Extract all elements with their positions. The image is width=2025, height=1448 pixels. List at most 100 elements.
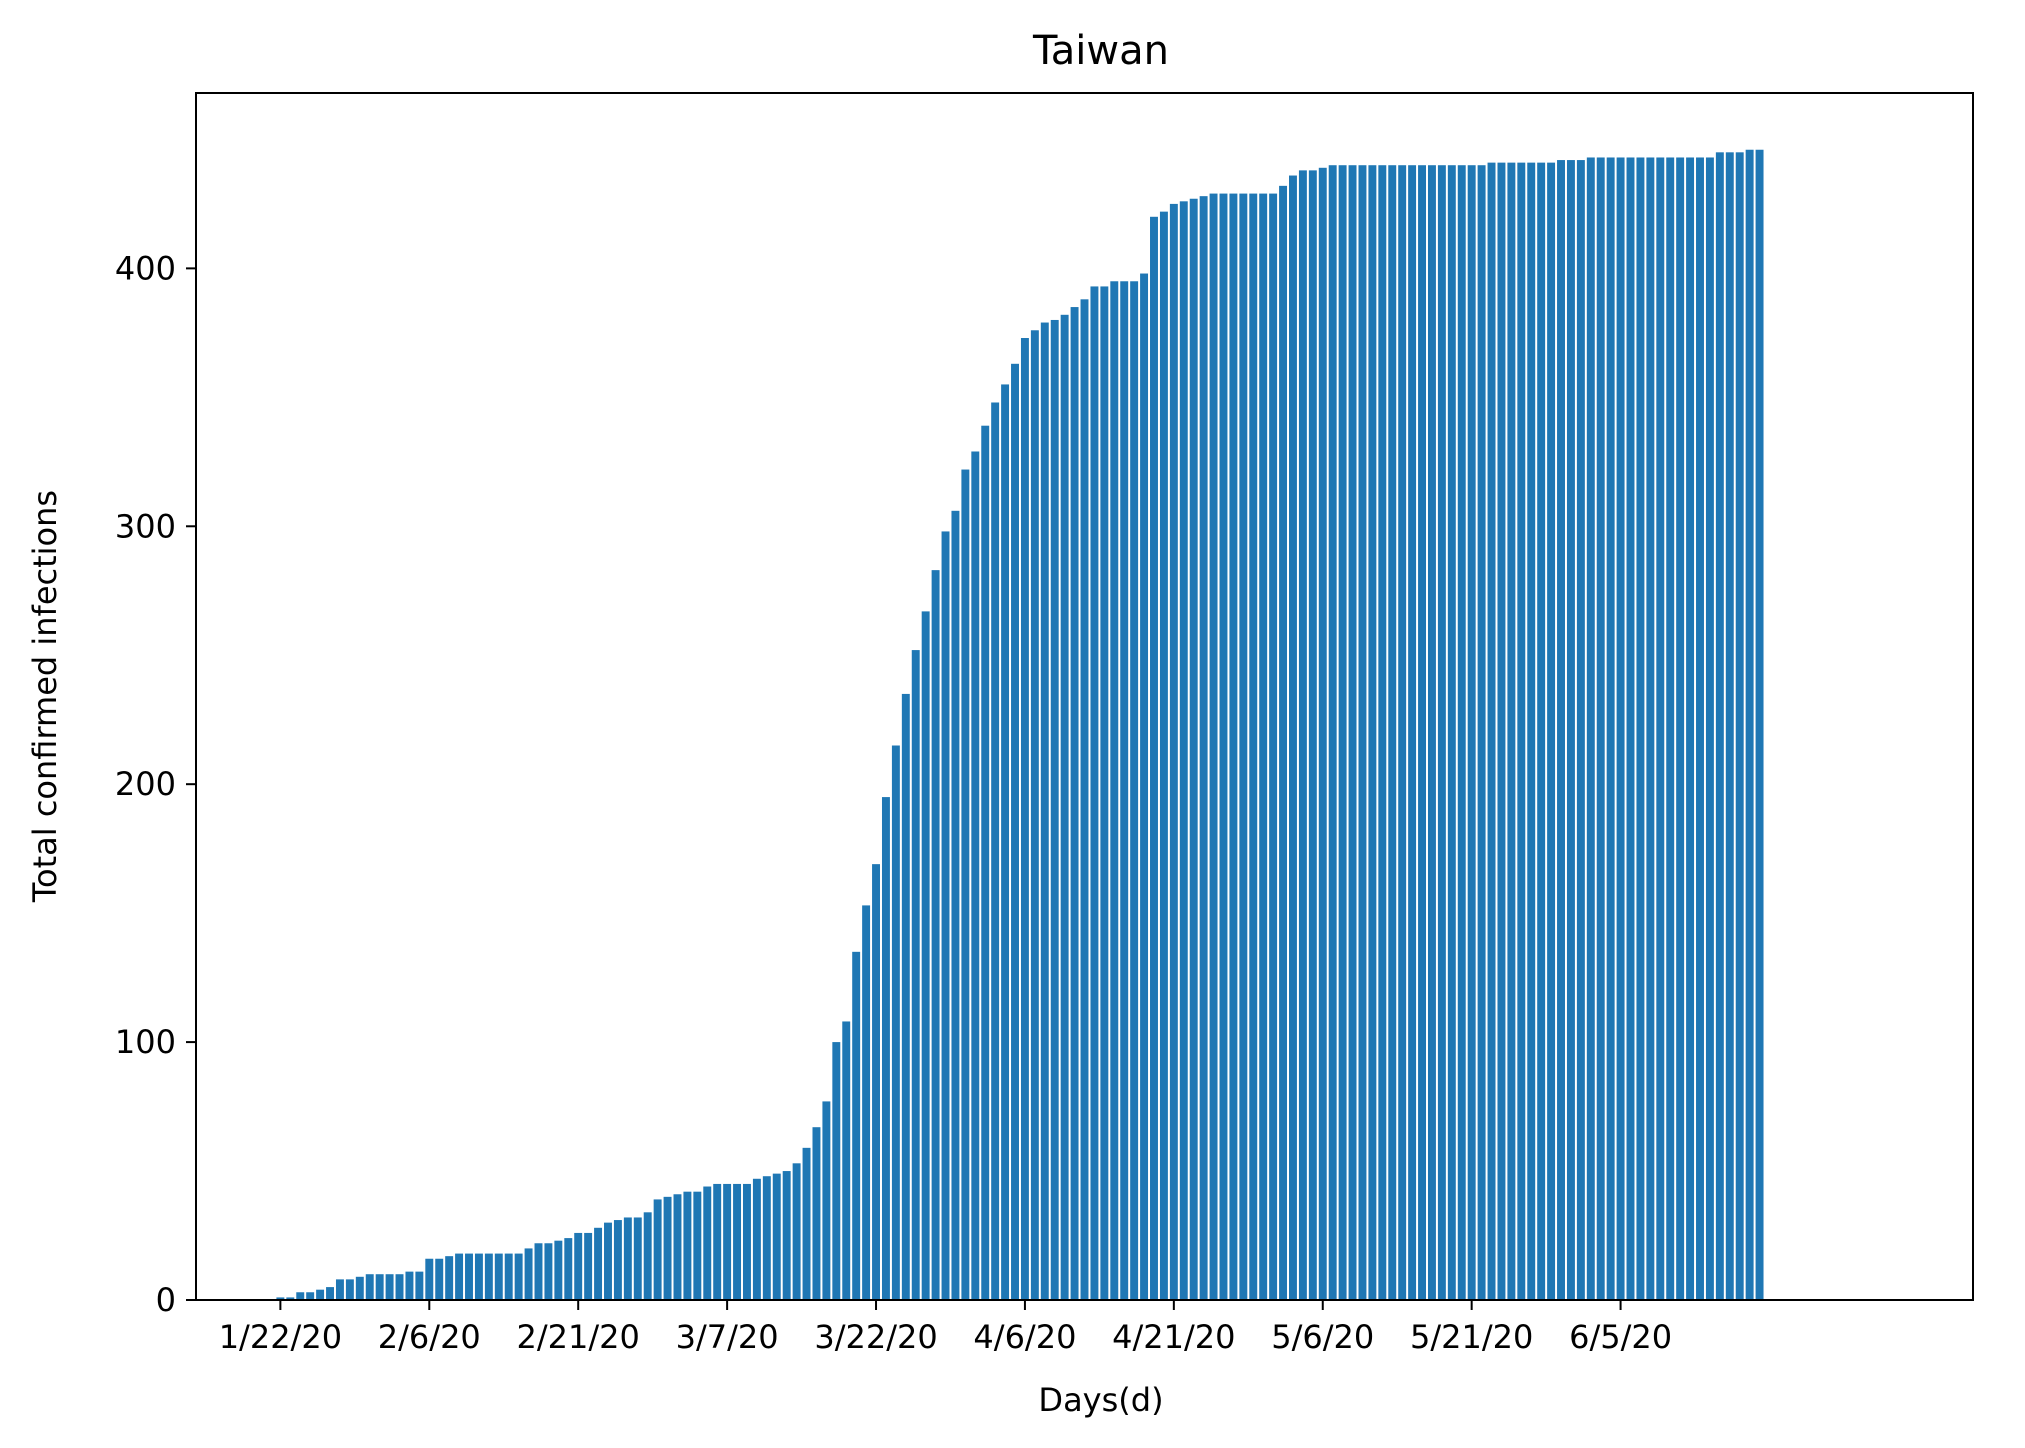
- bar: [1557, 160, 1565, 1300]
- bar: [1576, 160, 1585, 1300]
- bar: [991, 402, 1000, 1300]
- bar: [1100, 286, 1109, 1300]
- bar: [1110, 281, 1119, 1300]
- bar: [832, 1042, 841, 1300]
- bar: [1179, 201, 1188, 1300]
- bar: [1001, 384, 1010, 1300]
- bar: [961, 469, 970, 1300]
- bar: [881, 797, 890, 1300]
- bar: [484, 1253, 493, 1300]
- bar: [613, 1220, 622, 1300]
- x-tick-label: 1/22/20: [219, 1318, 342, 1356]
- bar: [1735, 152, 1744, 1300]
- bar: [772, 1173, 781, 1300]
- bar: [355, 1276, 364, 1300]
- bar: [1527, 162, 1536, 1300]
- bar: [365, 1274, 374, 1300]
- bar: [1120, 281, 1129, 1300]
- bar: [1636, 157, 1645, 1301]
- bar: [1020, 338, 1029, 1300]
- y-tick-label: 100: [115, 1023, 176, 1061]
- bar: [1725, 152, 1734, 1300]
- bar: [1219, 193, 1228, 1301]
- bar: [683, 1191, 692, 1300]
- bar: [1517, 162, 1526, 1300]
- bar: [951, 510, 960, 1300]
- bar: [1566, 160, 1575, 1300]
- y-tick-label: 0: [156, 1281, 176, 1319]
- bar: [276, 1297, 285, 1300]
- bar: [524, 1248, 533, 1300]
- bar: [435, 1258, 444, 1300]
- bar: [1487, 162, 1496, 1300]
- bar: [395, 1274, 404, 1300]
- bar: [504, 1253, 513, 1300]
- bar: [762, 1176, 771, 1300]
- bar: [1249, 193, 1258, 1301]
- bar: [1398, 165, 1407, 1301]
- bar: [385, 1274, 394, 1300]
- bar: [1715, 152, 1724, 1300]
- bar: [842, 1021, 851, 1300]
- bar: [1547, 162, 1556, 1300]
- x-tick-label: 2/6/20: [378, 1318, 481, 1356]
- x-tick-label: 6/5/20: [1569, 1318, 1672, 1356]
- bar: [1159, 211, 1168, 1300]
- bar: [584, 1232, 593, 1300]
- bar: [1269, 193, 1278, 1301]
- bar: [1060, 314, 1069, 1300]
- bar: [643, 1212, 652, 1300]
- bar: [1497, 162, 1506, 1300]
- bar: [326, 1287, 334, 1300]
- bar: [594, 1227, 603, 1300]
- x-tick-label: 4/6/20: [973, 1318, 1076, 1356]
- bar: [1011, 363, 1019, 1300]
- bar: [1378, 165, 1387, 1301]
- bar: [1080, 299, 1089, 1300]
- bar: [911, 650, 920, 1300]
- x-axis-label: Days(d): [1038, 1381, 1163, 1419]
- bar: [1189, 198, 1198, 1301]
- bar: [1368, 165, 1377, 1301]
- bar: [1596, 157, 1605, 1301]
- bar: [1130, 281, 1139, 1300]
- bar: [514, 1253, 523, 1300]
- bar: [1348, 165, 1357, 1301]
- bar: [812, 1127, 821, 1300]
- bar: [1050, 319, 1059, 1301]
- bar: [1199, 196, 1208, 1300]
- bar: [494, 1253, 503, 1300]
- bar: [604, 1222, 612, 1300]
- bar: [1755, 149, 1764, 1301]
- bar: [782, 1171, 791, 1300]
- bar: [1229, 193, 1238, 1301]
- bar: [1338, 165, 1347, 1301]
- bars-group: [276, 149, 1764, 1301]
- bar: [1676, 157, 1685, 1301]
- bar: [1745, 149, 1754, 1301]
- bar: [1279, 185, 1288, 1301]
- x-tick-label: 2/21/20: [517, 1318, 640, 1356]
- bar: [802, 1147, 811, 1300]
- bar: [286, 1297, 295, 1300]
- bar: [1169, 203, 1178, 1300]
- bar: [335, 1279, 344, 1300]
- bar: [1070, 307, 1079, 1300]
- bar: [1358, 165, 1367, 1301]
- bar: [1030, 330, 1039, 1300]
- bar: [703, 1186, 712, 1300]
- bar: [822, 1101, 831, 1300]
- bar: [653, 1199, 662, 1300]
- bar: [554, 1240, 563, 1300]
- bar: [891, 745, 900, 1300]
- bar: [1537, 162, 1546, 1300]
- bar: [316, 1289, 325, 1300]
- bar: [872, 864, 880, 1300]
- y-tick-label: 200: [115, 765, 176, 803]
- bar: [931, 570, 940, 1300]
- bar: [1626, 157, 1635, 1301]
- bar: [623, 1217, 632, 1300]
- bar: [1467, 165, 1476, 1301]
- y-axis-ticks: 0 100 200 300 400: [115, 249, 196, 1319]
